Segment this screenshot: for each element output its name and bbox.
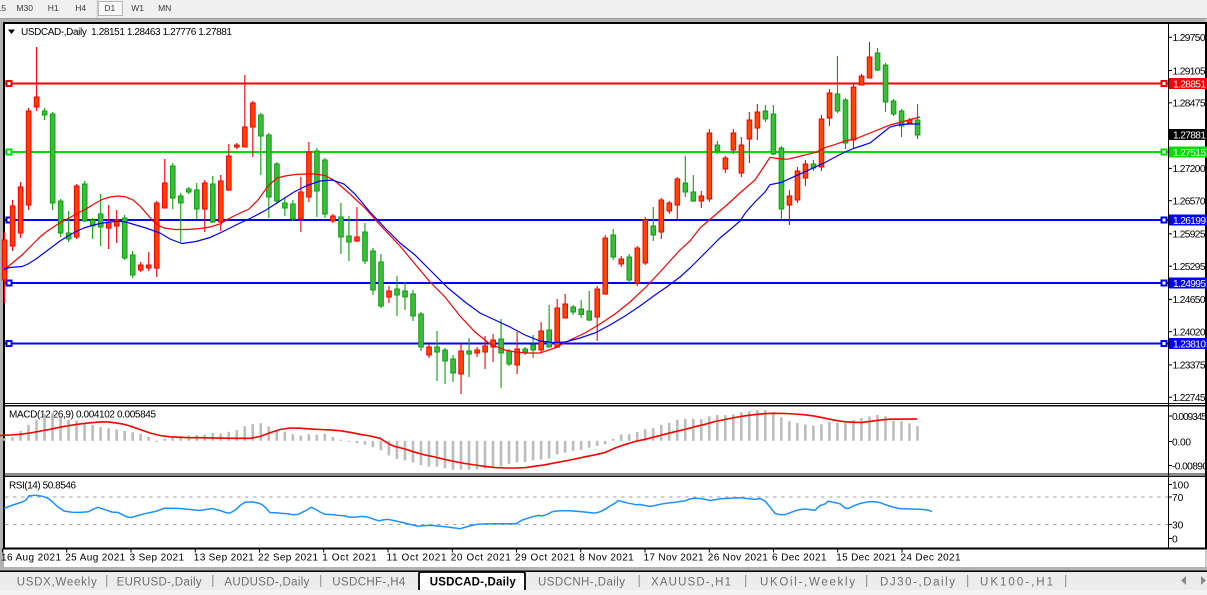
- svg-text:-0.00890: -0.00890: [1172, 461, 1207, 472]
- svg-text:EURUSD-,Daily: EURUSD-,Daily: [117, 577, 202, 589]
- svg-text:1 Oct 2021: 1 Oct 2021: [322, 553, 377, 564]
- svg-text:H4: H4: [75, 3, 86, 13]
- svg-text:1.23375: 1.23375: [1173, 361, 1206, 372]
- svg-text:1.25295: 1.25295: [1173, 262, 1206, 273]
- svg-text:0.00: 0.00: [1172, 437, 1191, 448]
- svg-text:1.28475: 1.28475: [1173, 99, 1206, 110]
- svg-text:1.27200: 1.27200: [1173, 164, 1206, 175]
- svg-text:RSI(14) 50.8546: RSI(14) 50.8546: [9, 481, 76, 492]
- svg-text:M15: M15: [0, 3, 6, 13]
- svg-text:USDCAD-,Daily 1.28151 1.28463: USDCAD-,Daily 1.28151 1.28463 1.27776 1.…: [21, 27, 232, 38]
- svg-text:16 Aug 2021: 16 Aug 2021: [1, 553, 61, 564]
- svg-text:8 Nov 2021: 8 Nov 2021: [579, 553, 634, 564]
- svg-text:1.28851: 1.28851: [1173, 79, 1206, 90]
- svg-text:25 Aug 2021: 25 Aug 2021: [65, 553, 125, 564]
- svg-text:MN: MN: [158, 3, 171, 13]
- svg-text:26 Nov 2021: 26 Nov 2021: [708, 553, 768, 564]
- svg-text:30: 30: [1172, 520, 1184, 531]
- svg-text:20 Oct 2021: 20 Oct 2021: [451, 553, 511, 564]
- svg-text:1.23810: 1.23810: [1173, 339, 1206, 350]
- svg-text:1.24650: 1.24650: [1173, 295, 1206, 306]
- svg-text:MACD(12,26,9) 0.004102 0.00584: MACD(12,26,9) 0.004102 0.005845: [9, 410, 156, 421]
- svg-text:13 Sep 2021: 13 Sep 2021: [194, 553, 254, 564]
- svg-text:1.24020: 1.24020: [1173, 328, 1206, 339]
- svg-text:1.26199: 1.26199: [1173, 216, 1206, 227]
- svg-text:UK100-,H1: UK100-,H1: [980, 577, 1053, 589]
- svg-text:100: 100: [1172, 480, 1189, 491]
- svg-text:17 Nov 2021: 17 Nov 2021: [644, 553, 704, 564]
- svg-text:DJ30-,Daily: DJ30-,Daily: [880, 577, 955, 589]
- svg-text:W1: W1: [131, 3, 144, 13]
- svg-text:1.29105: 1.29105: [1173, 66, 1206, 77]
- svg-text:24 Dec 2021: 24 Dec 2021: [901, 553, 961, 564]
- svg-text:USDCHF-,H4: USDCHF-,H4: [332, 577, 406, 589]
- svg-text:1.26570: 1.26570: [1173, 197, 1206, 208]
- svg-text:1.25925: 1.25925: [1173, 230, 1206, 241]
- svg-text:1.24995: 1.24995: [1173, 279, 1206, 290]
- svg-text:1.29750: 1.29750: [1173, 33, 1206, 44]
- svg-text:22 Sep 2021: 22 Sep 2021: [258, 553, 318, 564]
- svg-text:1.27515: 1.27515: [1173, 148, 1206, 159]
- svg-text:USDCNH-,Daily: USDCNH-,Daily: [538, 577, 625, 589]
- svg-text:AUDUSD-,Daily: AUDUSD-,Daily: [224, 577, 309, 589]
- svg-text:M30: M30: [16, 3, 33, 13]
- svg-text:D1: D1: [104, 3, 115, 13]
- svg-text:H1: H1: [48, 3, 59, 13]
- svg-text:0.009345: 0.009345: [1172, 412, 1207, 423]
- svg-text:3 Sep 2021: 3 Sep 2021: [130, 553, 185, 564]
- svg-text:11 Oct 2021: 11 Oct 2021: [387, 553, 447, 564]
- svg-text:0: 0: [1172, 534, 1178, 545]
- svg-text:USDCAD-,Daily: USDCAD-,Daily: [430, 577, 517, 589]
- svg-text:XAUUSD-,H1: XAUUSD-,H1: [651, 577, 731, 589]
- svg-text:USDX,Weekly: USDX,Weekly: [17, 577, 97, 589]
- svg-text:15 Dec 2021: 15 Dec 2021: [836, 553, 896, 564]
- svg-text:1.22745: 1.22745: [1173, 393, 1206, 404]
- svg-text:29 Oct 2021: 29 Oct 2021: [515, 553, 575, 564]
- svg-text:70: 70: [1172, 493, 1184, 504]
- svg-text:6 Dec 2021: 6 Dec 2021: [772, 553, 827, 564]
- svg-text:1.27881: 1.27881: [1173, 130, 1206, 141]
